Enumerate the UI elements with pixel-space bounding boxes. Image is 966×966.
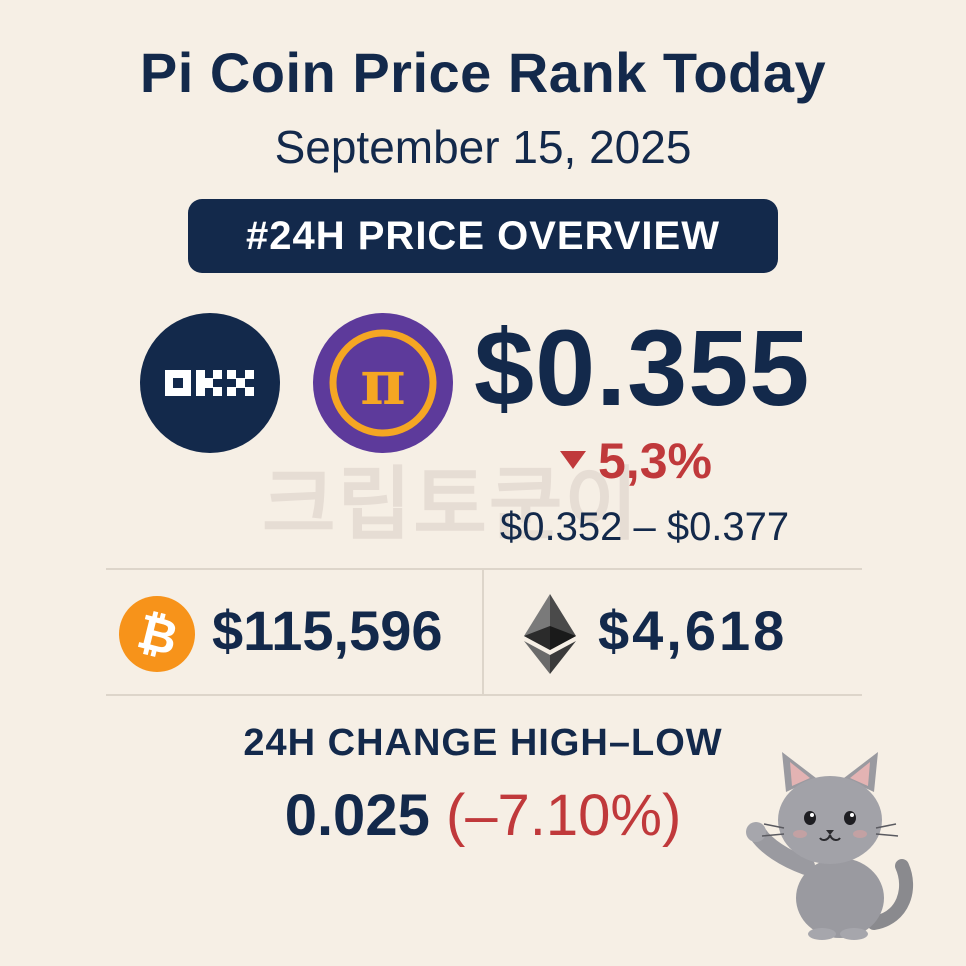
high-low-value: 0.025 xyxy=(284,783,430,848)
ethereum-price: $4,618 xyxy=(598,599,788,662)
pi-price: $0.355 xyxy=(474,307,811,428)
bitcoin-graphic: ₿ xyxy=(119,596,195,672)
high-low-percent: (–7.10%) xyxy=(445,783,682,848)
pi-change-percent: 5,3% xyxy=(598,433,712,489)
bitcoin-icon: ₿ xyxy=(118,595,196,673)
high-low-label: 24H CHANGE HIGH–LOW xyxy=(243,722,723,764)
pi-price-range: $0.352 – $0.377 xyxy=(500,505,790,549)
ethereum-icon xyxy=(524,594,576,674)
divider-top xyxy=(106,568,862,570)
date-label: September 15, 2025 xyxy=(274,121,692,173)
pi-coin-icon: π xyxy=(312,312,454,454)
pi-coin-graphic: π xyxy=(313,313,453,453)
cat-mascot-icon xyxy=(744,748,920,940)
pi-symbol: π xyxy=(360,346,405,419)
okx-logo-graphic xyxy=(165,370,254,396)
page-title: Pi Coin Price Rank Today xyxy=(139,41,827,104)
cat-mascot-graphic xyxy=(746,752,914,940)
ethereum-graphic xyxy=(524,594,576,674)
okx-logo-icon xyxy=(140,313,280,453)
overview-badge-label: #24H PRICE OVERVIEW xyxy=(246,213,720,258)
bitcoin-price: $115,596 xyxy=(212,599,443,662)
watermark-text: 크립토쿤이 xyxy=(262,460,640,549)
pi-change-row: 5,3% xyxy=(560,432,712,490)
high-low-row: 0.025 (–7.10%) xyxy=(0,782,966,849)
down-arrow-icon xyxy=(560,451,586,469)
divider-vertical xyxy=(482,570,484,694)
divider-bottom xyxy=(106,694,862,696)
overview-badge: #24H PRICE OVERVIEW xyxy=(188,199,778,273)
